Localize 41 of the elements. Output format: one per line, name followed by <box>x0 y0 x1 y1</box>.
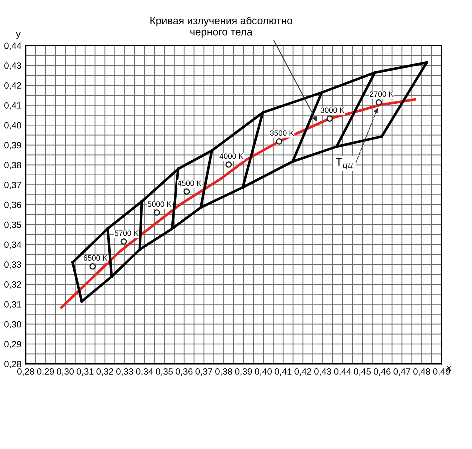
x-tick-label: 0,38 <box>216 368 232 376</box>
x-tick-label: 0,34 <box>136 368 154 376</box>
annotation: T$_{цц}$ <box>336 158 353 169</box>
y-tick-label: 0,38 <box>4 162 22 170</box>
x-tick-label: 0,35 <box>156 368 173 376</box>
x-tick-label: 0,39 <box>235 368 252 376</box>
y-tick-label: 0,33 <box>4 262 22 270</box>
x-tick-label: 0,41 <box>274 368 292 376</box>
x-tick-label: 0,31 <box>76 368 94 376</box>
x-tick-label: 0,43 <box>314 368 332 376</box>
y-tick-label: 0,37 <box>4 182 22 190</box>
x-tick-label: 0,42 <box>294 368 312 376</box>
y-tick-label: 0,31 <box>4 301 22 309</box>
y-tick-label: 0,42 <box>4 82 22 90</box>
y-tick-label: 0,39 <box>4 142 22 150</box>
x-tick-label: 0,30 <box>57 368 74 376</box>
y-tick-label: 0,30 <box>4 321 22 329</box>
x-tick-label: 0,48 <box>414 368 430 376</box>
y-tick-label: 0,40 <box>4 122 22 130</box>
y-tick-label: 0,41 <box>4 102 22 110</box>
y-tick-label: 0,43 <box>4 62 22 70</box>
annotation: Кривая излучения абсолютно черного тела <box>150 16 292 38</box>
y-tick-label: 0,28 <box>4 361 22 369</box>
y-tick-label: 0,44 <box>4 42 22 50</box>
x-tick-label: 0,36 <box>176 368 193 376</box>
y-tick-label: 0,34 <box>4 242 22 250</box>
y-tick-label: 0,32 <box>4 282 22 289</box>
x-tick-label: 0,29 <box>37 368 54 376</box>
x-tick-label: 0,47 <box>394 368 411 376</box>
x-tick-label: 0,44 <box>334 368 352 376</box>
x-tick-label: 0,32 <box>96 368 114 376</box>
y-tick-label: 0,36 <box>4 202 22 210</box>
x-tick-label: 0,40 <box>255 368 272 376</box>
x-tick-label: 0,28 <box>18 368 34 376</box>
x-tick-label: 0,37 <box>196 368 213 376</box>
y-tick-label: 0,29 <box>4 341 22 349</box>
x-tick-label: 0,45 <box>354 368 371 376</box>
y-axis-title: y <box>16 32 21 40</box>
y-tick-label: 0,35 <box>4 222 22 230</box>
x-tick-label: 0,33 <box>116 368 134 376</box>
x-tick-label: 0,46 <box>374 368 391 376</box>
